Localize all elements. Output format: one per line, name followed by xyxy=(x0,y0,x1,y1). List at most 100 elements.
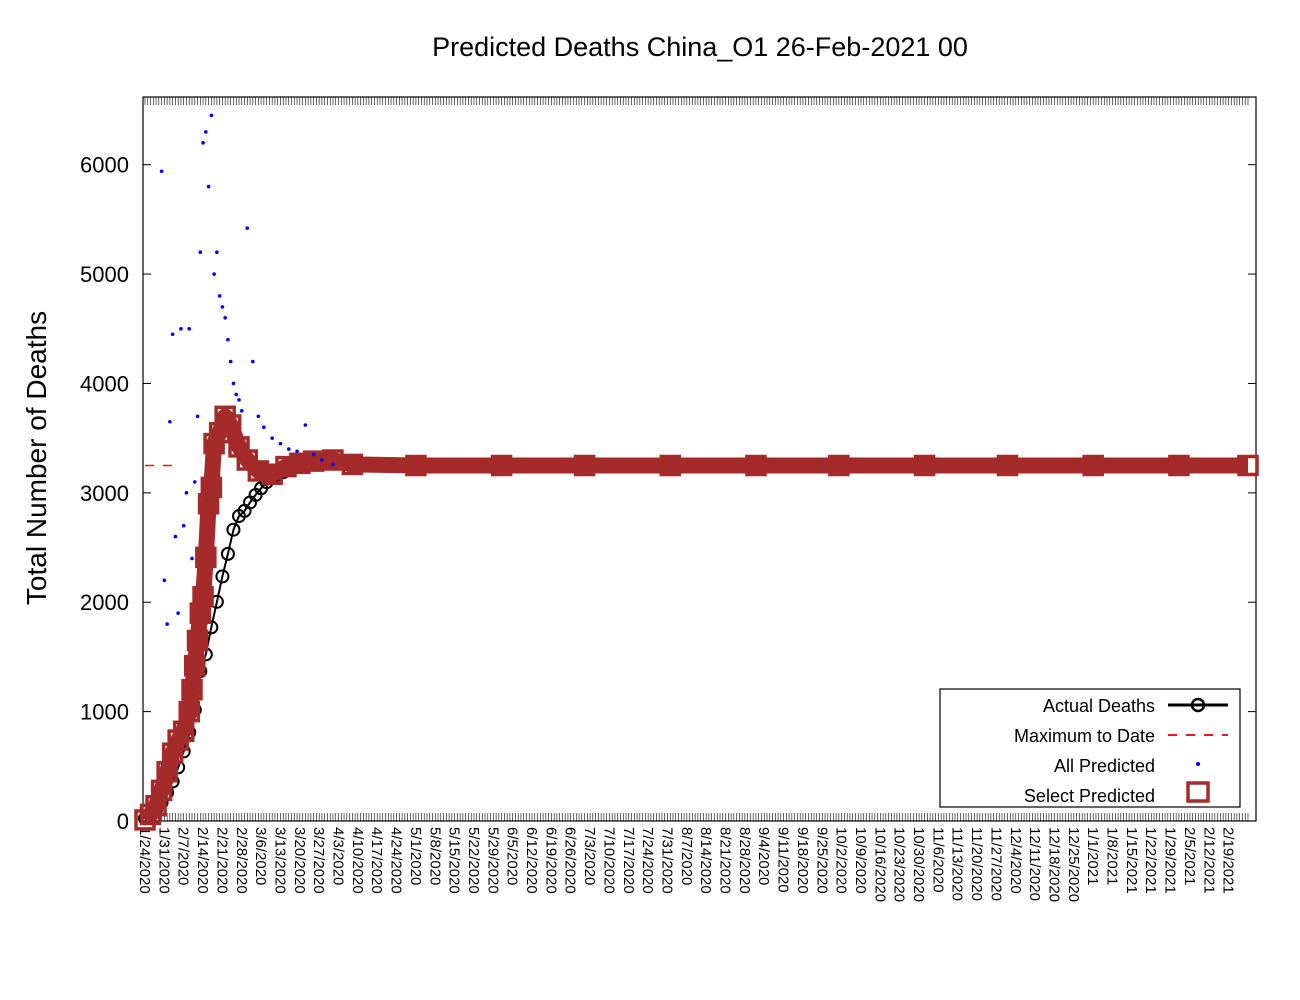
y-tick-label: 5000 xyxy=(80,262,129,287)
select-predicted-point xyxy=(200,476,223,499)
x-tick-label: 10/23/2020 xyxy=(891,827,908,902)
x-tick-label: 12/25/2020 xyxy=(1065,827,1082,902)
select-predicted-point xyxy=(828,454,850,477)
select-predicted-point xyxy=(1168,454,1190,477)
x-tick-label: 9/4/2020 xyxy=(755,827,772,885)
actual-deaths-point xyxy=(226,522,241,537)
x-tick-label: 1/15/2021 xyxy=(1123,827,1140,894)
x-tick-label: 3/13/2020 xyxy=(271,827,288,894)
legend-box xyxy=(939,688,1241,808)
x-tick-label: 8/21/2020 xyxy=(717,827,734,894)
legend-label-all-predicted: All Predicted xyxy=(1054,756,1155,776)
all-predicted-point xyxy=(184,491,189,495)
y-tick-label: 4000 xyxy=(80,371,129,396)
all-predicted-point xyxy=(311,452,316,457)
all-predicted-point xyxy=(162,578,167,583)
select-predicted-point xyxy=(275,455,297,478)
x-tick-label: 9/25/2020 xyxy=(813,827,830,894)
select-predicted-point xyxy=(161,742,184,764)
select-predicted-point xyxy=(145,794,167,817)
x-tick-label: 4/17/2020 xyxy=(368,827,385,894)
x-tick-label: 2/21/2020 xyxy=(213,827,230,894)
all-predicted-point xyxy=(251,359,255,364)
all-predicted-point xyxy=(295,449,299,454)
x-tick-label: 6/12/2020 xyxy=(523,827,540,894)
all-predicted-point xyxy=(190,556,194,561)
all-predicted-point xyxy=(206,184,211,189)
x-tick-label: 1/31/2020 xyxy=(155,827,172,894)
all-predicted-point xyxy=(286,447,291,451)
y-axis: 0 1000 2000 3000 4000 5000 6000 xyxy=(80,153,1256,834)
select-predicted-series xyxy=(134,405,1259,831)
x-tick-label: 8/7/2020 xyxy=(678,827,695,885)
x-tick-label: 1/29/2021 xyxy=(1162,827,1179,894)
select-predicted-point xyxy=(236,449,259,471)
all-predicted-point xyxy=(209,113,214,118)
x-tick-label: 7/3/2020 xyxy=(581,827,598,885)
select-predicted-point xyxy=(181,678,203,701)
x-tick-label: 4/3/2020 xyxy=(330,827,347,885)
all-predicted-point xyxy=(228,359,233,364)
x-tick-label: 5/29/2020 xyxy=(484,827,501,894)
select-predicted-point xyxy=(134,809,156,831)
all-predicted-point xyxy=(237,398,241,402)
x-tick-label: 6/19/2020 xyxy=(542,827,559,894)
all-predicted-point xyxy=(217,294,222,298)
chart-title: Predicted Deaths China_O1 26-Feb-2021 00 xyxy=(432,32,968,62)
x-tick-label: 2/19/2021 xyxy=(1220,827,1237,894)
x-tick-label: 3/27/2020 xyxy=(310,827,327,894)
all-predicted-point xyxy=(204,130,208,134)
x-tick-label: 12/18/2020 xyxy=(1045,827,1062,902)
x-tick-label: 10/16/2020 xyxy=(871,827,888,902)
select-predicted-point xyxy=(186,629,209,652)
x-tick-label: 10/9/2020 xyxy=(852,827,869,894)
select-predicted-point xyxy=(745,454,767,477)
all-predicted-point xyxy=(270,436,274,440)
select-predicted-point xyxy=(1082,454,1104,477)
x-tick-label: 4/24/2020 xyxy=(388,827,405,894)
x-minor-ticks xyxy=(144,97,1249,821)
select-predicted-point xyxy=(192,586,214,608)
all-predicted-point xyxy=(215,250,219,254)
all-predicted-point xyxy=(245,226,250,230)
select-predicted-point xyxy=(490,454,513,477)
y-tick-label: 3000 xyxy=(80,481,129,506)
all-predicted-point xyxy=(165,622,169,626)
all-predicted-point xyxy=(173,534,178,539)
select-predicted-point xyxy=(247,460,270,482)
x-tick-label: 5/1/2020 xyxy=(407,827,424,885)
actual-deaths-point xyxy=(215,569,230,584)
x-tick-label: 11/20/2020 xyxy=(968,827,985,901)
x-tick-label: 11/27/2020 xyxy=(987,827,1004,901)
select-predicted-point xyxy=(195,546,217,569)
x-tick-label: 1/1/2021 xyxy=(1084,827,1101,885)
all-predicted-point xyxy=(226,337,230,342)
legend: Actual Deaths Maximum to Date All Predic… xyxy=(939,688,1241,808)
select-predicted-point xyxy=(184,654,206,677)
all-predicted-point xyxy=(278,441,283,446)
x-tick-label: 3/20/2020 xyxy=(291,827,308,894)
x-tick-label: 1/24/2020 xyxy=(136,827,153,894)
all-predicted-point xyxy=(168,419,172,424)
all-predicted-point xyxy=(212,272,216,276)
x-tick-label: 11/13/2020 xyxy=(949,827,966,901)
legend-marker-all-predicted xyxy=(1196,762,1200,766)
all-predicted-point xyxy=(170,332,175,337)
y-tick-label: 2000 xyxy=(80,590,129,615)
x-tick-label: 7/31/2020 xyxy=(658,827,675,894)
x-tick-label: 6/26/2020 xyxy=(562,827,579,894)
x-tick-label: 2/12/2021 xyxy=(1200,827,1217,894)
all-predicted-series xyxy=(159,113,335,626)
all-predicted-point xyxy=(234,392,239,397)
all-predicted-point xyxy=(223,316,227,320)
all-predicted-point xyxy=(195,414,200,419)
all-predicted-point xyxy=(303,423,308,427)
x-tick-label: 11/6/2020 xyxy=(929,827,946,893)
all-predicted-point xyxy=(220,305,225,309)
select-predicted-point xyxy=(1237,454,1259,477)
all-predicted-point xyxy=(159,169,164,174)
x-tick-label: 12/11/2020 xyxy=(1026,827,1043,901)
x-tick-label: 8/14/2020 xyxy=(697,827,714,894)
x-tick-label: 2/7/2020 xyxy=(175,827,192,885)
